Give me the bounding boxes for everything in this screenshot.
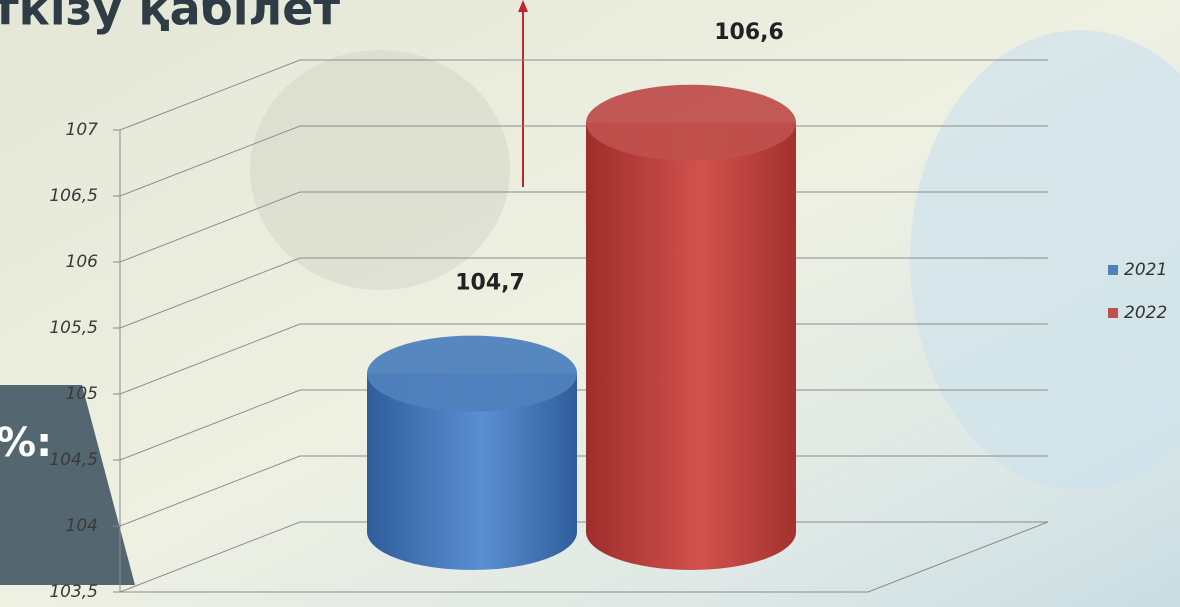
- grid-line: [119, 455, 1048, 527]
- background-shape: [250, 50, 510, 290]
- floor: [120, 521, 1049, 593]
- data-label: 106,6: [714, 20, 784, 45]
- side-label: %:: [0, 420, 52, 466]
- grid-line: [119, 59, 1048, 131]
- legend-swatch: [1108, 308, 1118, 318]
- y-tick-label: 103,5: [49, 582, 98, 602]
- grid-line: [119, 389, 1048, 461]
- y-tick-label: 107: [66, 120, 99, 140]
- side-panel: [0, 385, 135, 585]
- cylinder-top: [367, 335, 577, 412]
- arrow-head: [518, 0, 528, 12]
- y-tick-label: 106,5: [49, 186, 98, 206]
- grid-line: [119, 257, 1048, 329]
- y-tick-label: 104: [66, 516, 98, 536]
- grid-line: [119, 191, 1048, 263]
- cylinder: [367, 335, 577, 570]
- y-tick-label: 105: [66, 384, 98, 404]
- legend-label: 2022: [1124, 303, 1167, 323]
- legend-label: 2021: [1124, 260, 1167, 280]
- y-tick-label: 106: [66, 252, 99, 272]
- chart-title: ткізу қабілет: [0, 0, 340, 36]
- data-label: 104,7: [455, 271, 525, 296]
- bar: [586, 122, 796, 533]
- cylinder-top: [586, 84, 796, 161]
- cylinder: [586, 84, 796, 570]
- grid-line: [119, 323, 1048, 395]
- grid-line: [119, 125, 1048, 197]
- y-tick-label: 105,5: [49, 318, 98, 338]
- grid-line: [119, 521, 1048, 593]
- y-tick-label: 104,5: [49, 450, 98, 470]
- background-shape: [910, 30, 1180, 490]
- plot: 103,5 104 104,5 105 105,5 106 106,5 107 104,7 202…: [49, 20, 1167, 602]
- legend-swatch: [1108, 265, 1118, 275]
